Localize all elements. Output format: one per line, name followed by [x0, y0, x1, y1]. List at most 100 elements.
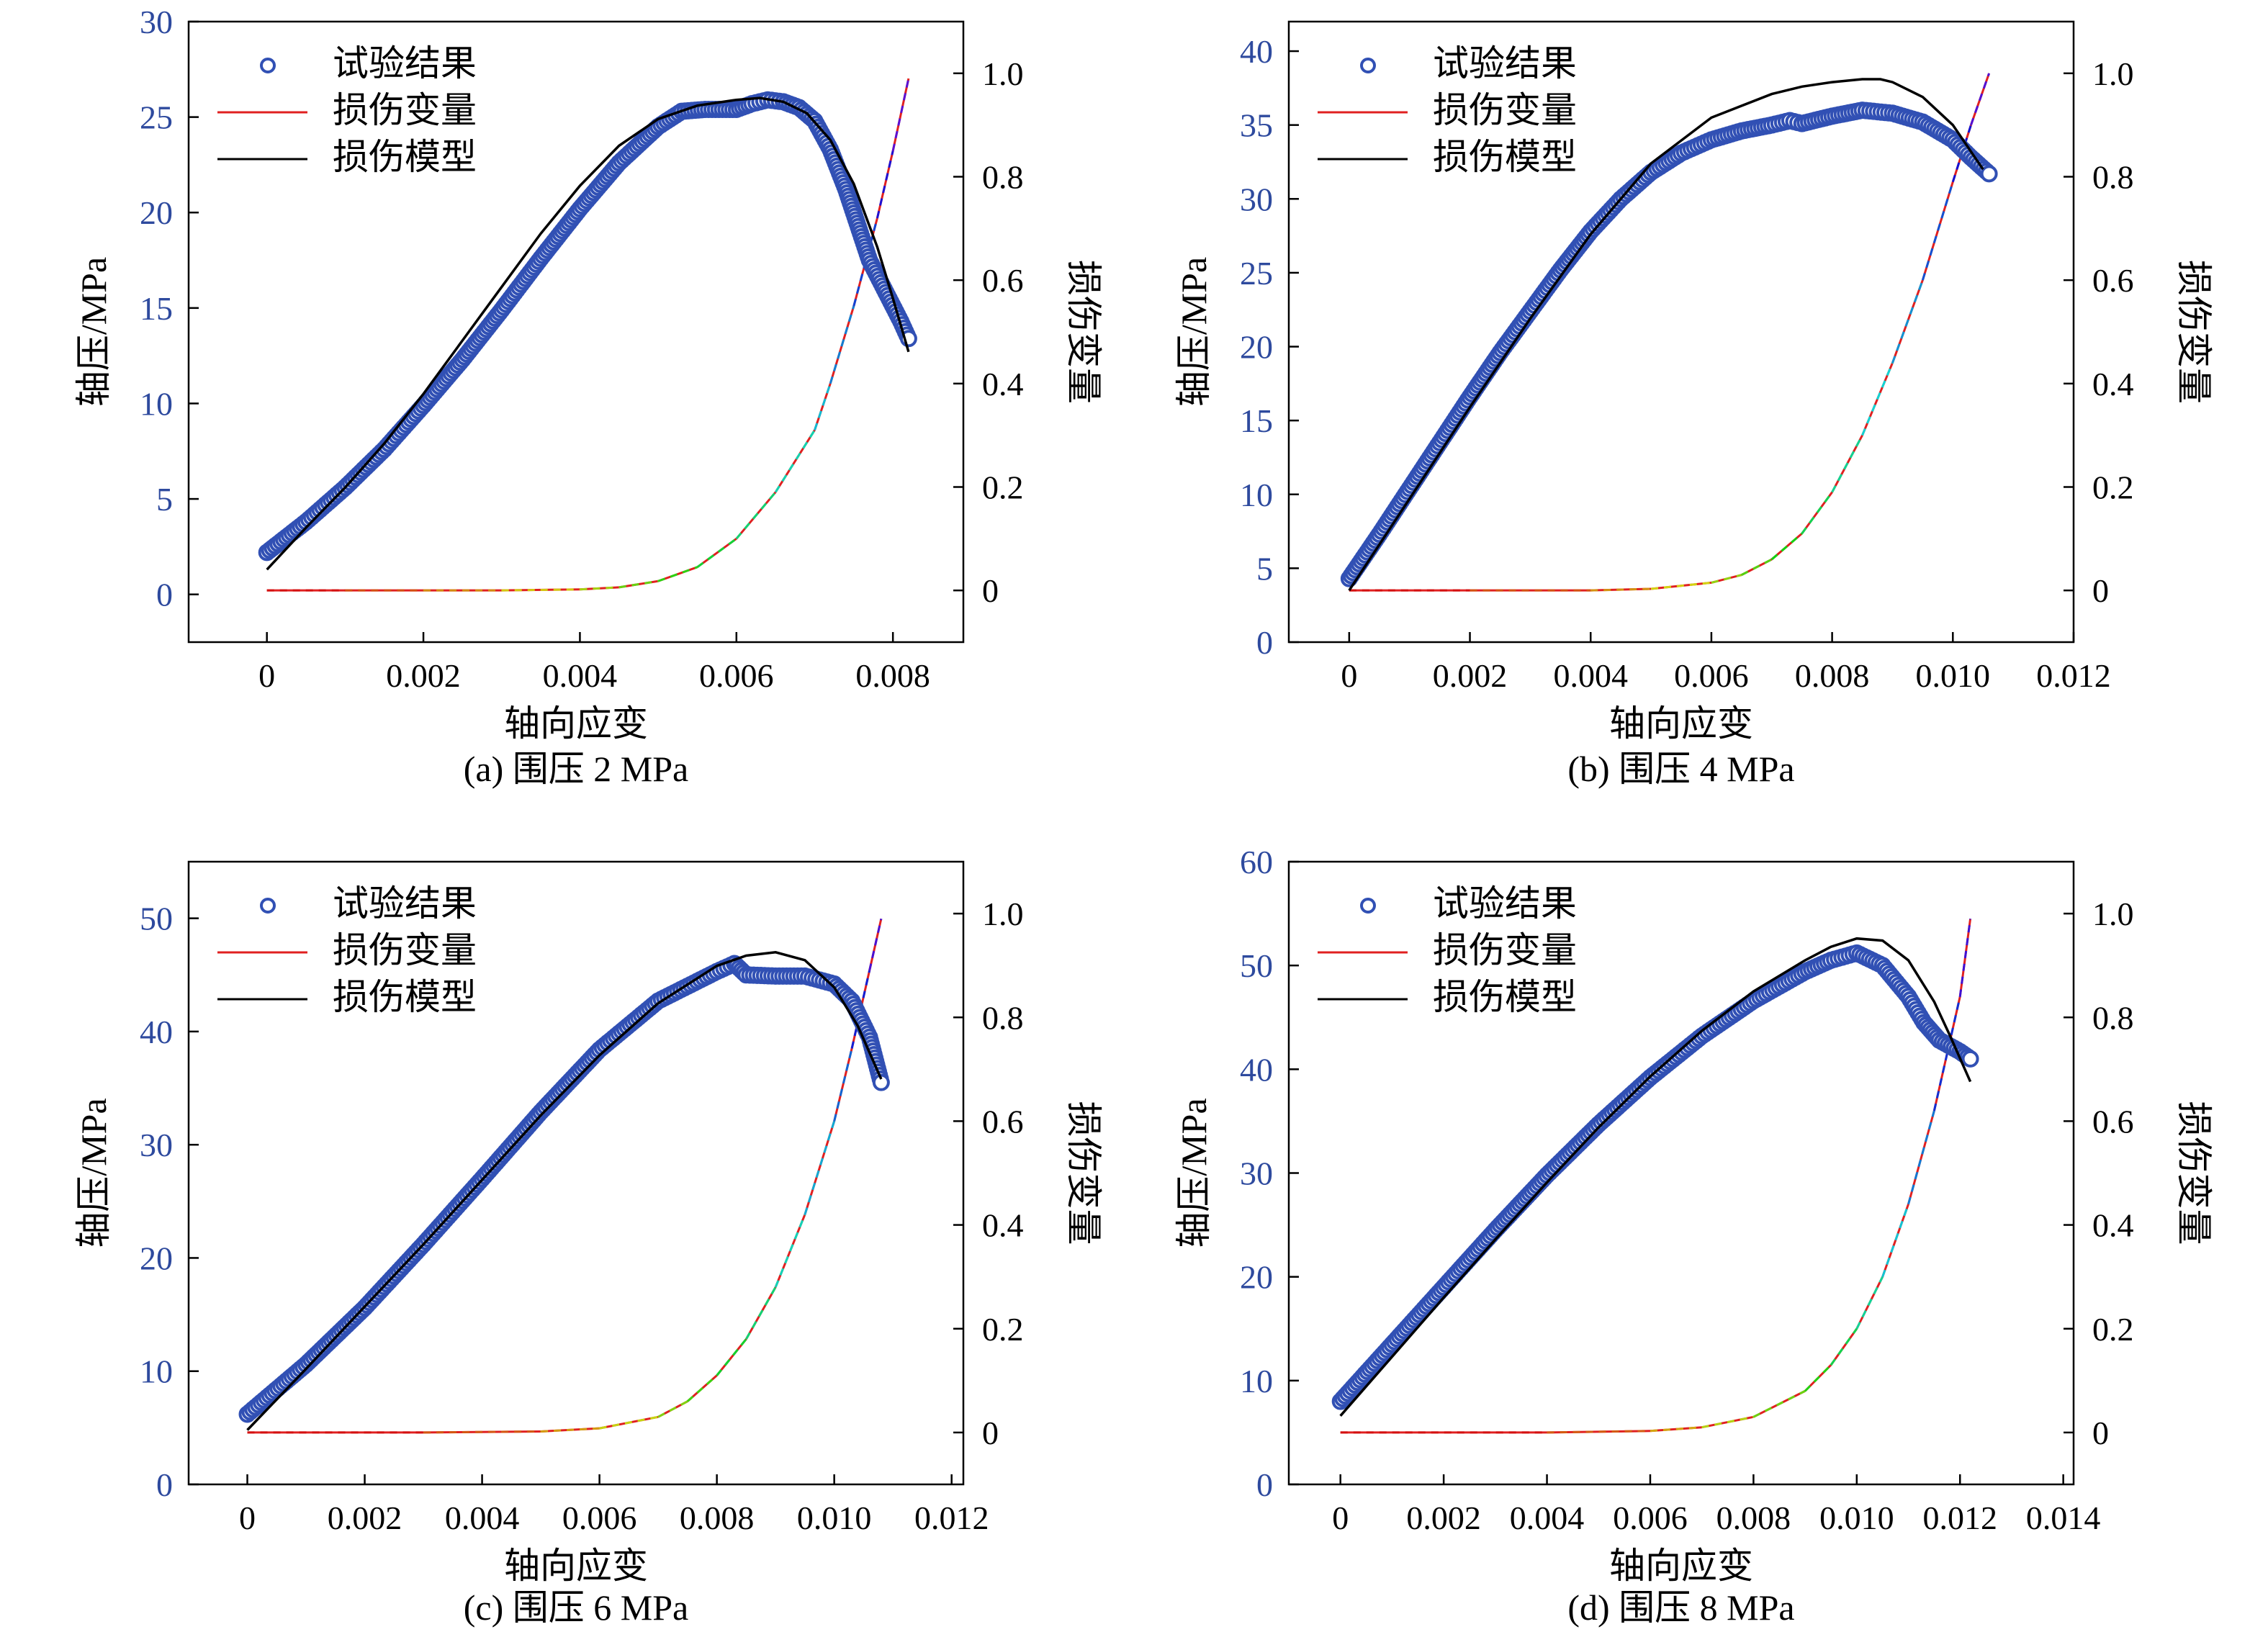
experiment-series [238, 955, 890, 1423]
y-left-tick-label: 30 [140, 1127, 173, 1163]
y-left-tick-label: 50 [1240, 947, 1273, 984]
y-right-tick-label: 0.8 [982, 159, 1024, 196]
y-left-tick-label: 40 [1240, 1051, 1273, 1088]
damage-variable-segment [1881, 1204, 1909, 1278]
x-tick-label: 0.002 [328, 1500, 402, 1536]
damage-variable-overlay [1855, 1276, 1884, 1330]
y-left-tick-label: 10 [1240, 477, 1273, 513]
y-left-tick-label: 20 [1240, 1259, 1273, 1296]
damage-variable-overlay [1650, 581, 1712, 590]
experiment-point [1961, 1050, 1979, 1068]
damage-variable-overlay [696, 538, 737, 569]
x-tick-label: 0 [258, 657, 275, 694]
y-right-tick-label: 1.0 [982, 896, 1024, 932]
x-tick-label: 0.010 [797, 1500, 872, 1536]
damage-variable-overlay [1701, 1415, 1754, 1429]
x-tick-label: 0.008 [1716, 1500, 1791, 1536]
legend-experiment-marker [260, 898, 276, 914]
x-tick-label: 0.006 [1674, 657, 1749, 694]
y-right-tick-label: 0.6 [2092, 1103, 2134, 1140]
y-right-tick-label: 1.0 [982, 55, 1024, 92]
legend-experiment-marker [1360, 58, 1376, 73]
legend-damage-model-label: 损伤模型 [1433, 977, 1577, 1017]
x-tick-label: 0.006 [1613, 1500, 1688, 1536]
damage-variable-overlay [876, 150, 894, 219]
y-left-axis-title: 轴压/MPa [1174, 257, 1214, 407]
y-left-tick-label: 0 [156, 1466, 173, 1503]
damage-variable-overlay [1831, 434, 1863, 493]
y-left-tick-label: 10 [140, 385, 173, 422]
y-right-tick-label: 0.2 [2092, 469, 2134, 506]
y-left-tick-label: 35 [1240, 107, 1273, 144]
chart-panel-0: 0 0.002 0.004 0.006 0.008 0 5 10 15 20 25 30 0 0.2 0.4… [73, 4, 1104, 789]
legend-damage-model-label: 损伤模型 [333, 137, 477, 177]
damage-variable-overlay [774, 1214, 806, 1288]
y-left-tick-label: 40 [140, 1014, 173, 1050]
y-left-tick-label: 30 [1240, 181, 1273, 217]
y-left-tick-label: 20 [1240, 329, 1273, 366]
plot-frame [187, 20, 965, 644]
damage-variable-overlay [735, 491, 777, 540]
damage-variable-overlay [716, 1338, 747, 1376]
x-tick-label: 0.004 [445, 1500, 520, 1536]
x-axis-title: 轴向应变 [1609, 703, 1753, 744]
damage-variable-overlay [1650, 1426, 1702, 1433]
x-tick-label: 0.006 [562, 1500, 637, 1536]
damage-model-line [266, 96, 910, 571]
y-right-axis-title: 损伤变量 [2174, 260, 2214, 404]
y-left-tick-label: 30 [1240, 1155, 1273, 1192]
damage-variable-overlay [1547, 1430, 1650, 1434]
y-right-tick-label: 0 [2092, 572, 2109, 609]
damage-variable-overlay [1770, 533, 1803, 561]
x-tick-label: 0 [1341, 657, 1357, 694]
experiment-series [1331, 944, 1979, 1410]
x-tick-label: 0.012 [1922, 1500, 1997, 1536]
y-right-tick-label: 0.4 [2092, 1207, 2134, 1244]
legend-damage-variable-label: 损伤变量 [1433, 90, 1577, 130]
damage-variable-overlay [1590, 587, 1652, 592]
x-tick-label: 0.012 [914, 1500, 989, 1536]
y-right-tick-label: 0 [2092, 1415, 2109, 1451]
x-tick-label: 0.004 [543, 657, 618, 694]
x-axis-title: 轴向应变 [1609, 1546, 1753, 1586]
plot-frame [1287, 20, 2075, 644]
y-right-tick-label: 0.8 [2092, 999, 2134, 1036]
y-right-tick-label: 0.2 [982, 1311, 1024, 1348]
y-right-tick-label: 0.4 [982, 1207, 1024, 1244]
y-left-tick-label: 60 [1240, 844, 1273, 880]
experiment-point [1980, 165, 1998, 183]
x-tick-label: 0 [239, 1500, 256, 1536]
damage-variable-series [1349, 73, 1991, 592]
x-tick-label: 0.014 [2026, 1500, 2101, 1536]
legend-experiment-marker [260, 58, 276, 73]
legend-experiment-label: 试验结果 [333, 43, 477, 84]
damage-variable-overlay [1921, 181, 1954, 281]
legend-experiment-marker [1360, 898, 1376, 914]
damage-variable-overlay [1752, 1389, 1806, 1418]
panel-caption: (c) 围压 6 MPa [464, 1587, 688, 1628]
damage-model-line [1339, 937, 1972, 1417]
damage-variable-overlay [1970, 73, 1991, 126]
legend-experiment-label: 试验结果 [1433, 883, 1577, 924]
y-left-tick-label: 0 [1256, 1466, 1273, 1503]
y-left-tick-label: 20 [140, 1240, 173, 1276]
damage-variable-overlay [829, 305, 855, 384]
damage-variable-overlay [1741, 558, 1773, 576]
y-left-tick-label: 0 [1256, 624, 1273, 661]
damage-variable-overlay [599, 1415, 659, 1430]
y-right-tick-label: 0.6 [982, 1103, 1024, 1140]
y-right-tick-label: 0 [982, 1415, 999, 1451]
damage-variable-overlay [1711, 574, 1742, 584]
y-right-tick-label: 0.6 [982, 262, 1024, 299]
panel-caption: (a) 围压 2 MPa [464, 749, 688, 789]
y-right-tick-label: 0.8 [2092, 159, 2134, 196]
x-tick-label: 0.008 [1795, 657, 1870, 694]
y-right-tick-label: 1.0 [2092, 896, 2134, 932]
legend-damage-model-label: 损伤模型 [333, 977, 477, 1017]
y-right-tick-label: 0 [982, 572, 999, 609]
damage-variable-overlay [745, 1286, 777, 1340]
damage-variable-segment [1830, 1327, 1858, 1366]
